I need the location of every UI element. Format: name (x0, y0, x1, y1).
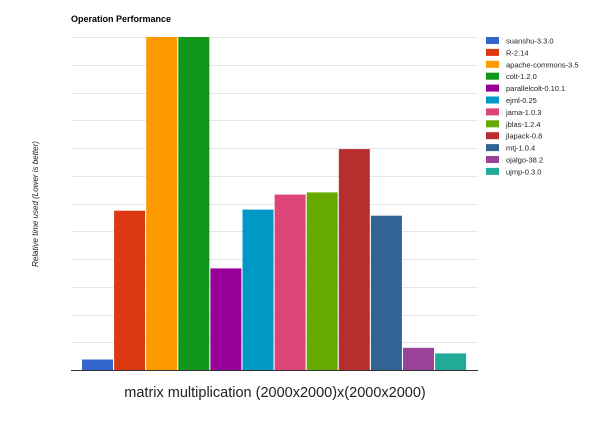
legend-label-ujmp-0.3.0: ujmp-0.3.0 (506, 167, 541, 176)
legend-label-jama-1.0.3: jama-1.0.3 (505, 108, 541, 117)
legend-swatch-ujmp-0.3.0 (486, 167, 499, 175)
legend-swatch-jlapack-0.8 (486, 132, 499, 140)
legend-swatch-suanshu-3.3.0 (486, 37, 499, 44)
bar-ojalgo-38.2[interactable] (403, 347, 434, 370)
bar-ujmp-0.3.0[interactable] (435, 353, 467, 370)
legend-label-ojalgo-38.2: ojalgo-38.2 (506, 156, 543, 165)
legend-label-jlapack-0.8: jlapack-0.8 (505, 132, 542, 141)
bar-mtj-1.0.4[interactable] (370, 215, 402, 370)
bar-jblas-1.2.4[interactable] (306, 192, 338, 370)
legend-label-apache-commons-3.5: apache-commons-3.5 (506, 60, 579, 69)
bar-jlapack-0.8[interactable] (338, 149, 370, 370)
bar-parallelcolt-0.10.1[interactable] (210, 268, 242, 370)
legend-swatch-jama-1.0.3 (486, 108, 499, 116)
bars (82, 37, 467, 371)
legend-label-ejml-0.25: ejml-0.25 (506, 96, 537, 105)
bar-apache-commons-3.5[interactable] (146, 37, 178, 370)
legend-swatch-R-2.14 (486, 48, 499, 56)
legend-swatch-mtj-1.0.4 (486, 144, 499, 152)
chart-title: Operation Performance (71, 14, 171, 24)
legend-label-parallelcolt-0.10.1: parallelcolt-0.10.1 (506, 84, 565, 93)
legend-label-colt-1.2.0: colt-1.2.0 (506, 72, 537, 81)
legend-swatch-apache-commons-3.5 (486, 60, 499, 68)
bar-ejml-0.25[interactable] (242, 209, 274, 370)
bar-R-2.14[interactable] (114, 210, 146, 370)
legend-label-suanshu-3.3.0: suanshu-3.3.0 (506, 37, 554, 46)
bar-colt-1.2.0[interactable] (178, 37, 210, 370)
y-axis-label: Relative time used (Lower is better) (31, 141, 40, 267)
legend-label-R-2.14: R-2.14 (506, 48, 529, 57)
legend-swatch-ejml-0.25 (486, 96, 499, 104)
legend-swatch-ojalgo-38.2 (486, 156, 499, 163)
legend-label-jblas-1.2.4: jblas-1.2.4 (505, 120, 541, 129)
legend-swatch-jblas-1.2.4 (486, 120, 499, 128)
x-axis-label: matrix multiplication (2000x2000)x(2000x… (124, 385, 425, 401)
legend-label-mtj-1.0.4: mtj-1.0.4 (506, 144, 535, 153)
legend-swatch-colt-1.2.0 (486, 72, 499, 80)
bar-jama-1.0.3[interactable] (274, 194, 306, 370)
legend-swatch-parallelcolt-0.10.1 (486, 84, 499, 92)
bar-suanshu-3.3.0[interactable] (82, 359, 113, 371)
legend: suanshu-3.3.0 R-2.14 apache-commons-3.5 col… (486, 37, 579, 176)
